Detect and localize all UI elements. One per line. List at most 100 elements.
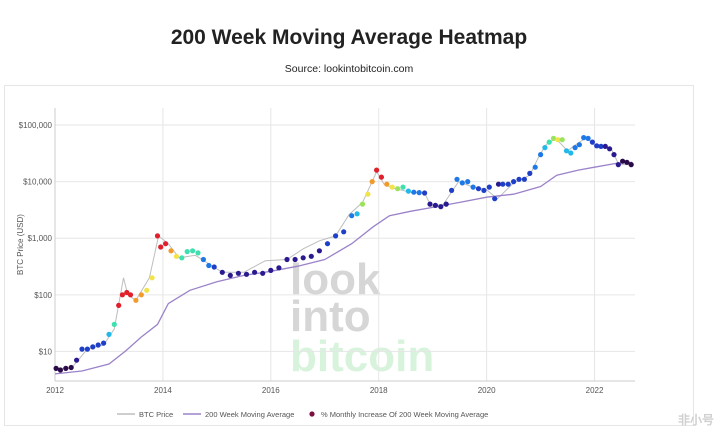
heatmap-dot [53,365,59,371]
legend-label-btc-price: BTC Price [139,410,173,419]
heatmap-dot [500,181,506,187]
heatmap-dot [542,145,548,151]
heatmap-dot [555,137,561,143]
x-tick-label: 2018 [370,386,388,395]
heatmap-dot [292,256,298,263]
heatmap-dot [68,364,74,371]
heatmap-dot [206,262,212,269]
watermark-into: into [290,292,371,341]
heatmap-dot [79,346,85,352]
heatmap-dot [316,248,322,254]
chart-panel: look into bitcoin $10 $100 $1,000 $10,000 $100,… [4,85,694,426]
heatmap-dot [308,253,314,259]
heatmap-dot [144,287,150,293]
heatmap-dot [454,176,460,182]
heatmap-dot [378,174,384,180]
heatmap-dot [116,302,122,308]
heatmap-dot [427,201,433,207]
heatmap-dot [405,188,411,194]
heatmap-dot [179,255,185,261]
y-tick-label: $1,000 [28,234,53,243]
y-tick-label: $10 [39,347,53,356]
heatmap-dot [432,202,438,208]
legend-label-monthly-increase: % Monthly Increase Of 200 Week Moving Av… [321,410,488,419]
heatmap-dot [495,181,502,187]
x-tick-label: 2014 [154,386,172,395]
heatmap-dot [505,181,511,187]
heatmap-dot [133,297,139,303]
heatmap-dot [532,164,538,170]
heatmap-dot [119,292,125,298]
legend-swatch-monthly-increase[interactable] [309,411,315,417]
heatmap-dot [369,179,375,185]
heatmap-dot [411,189,417,195]
heatmap-dot [163,241,169,247]
ma-200w-line [54,161,633,375]
heatmap-dot [563,148,570,154]
x-tick-label: 2016 [262,386,280,395]
y-tick-label: $100 [34,291,52,300]
heatmap-dot [324,241,331,247]
heatmap-dot [74,357,80,363]
heatmap-dot [527,170,533,176]
heatmap-chart: lookintobitcoin $10 $100 $1,000 $10,000 $100,… [16,108,635,419]
heatmap-dot [465,179,471,185]
heatmap-dot [365,191,371,197]
heatmap-dot [598,143,604,149]
heatmap-dot [154,233,161,239]
heatmap-dot [459,180,465,186]
heatmap-dot [589,139,596,145]
heatmap-dot [138,292,144,298]
heatmap-dot [594,143,600,149]
heatmap-dot [572,145,578,151]
heatmap-dot [349,213,355,219]
heatmap-dot [400,184,406,190]
heatmap-dot [124,289,130,296]
heatmap-dot [227,272,233,278]
heatmap-dot [492,196,498,202]
heatmap-dot [550,135,557,141]
heatmap-dot [57,367,64,373]
heatmap-dot [568,150,574,156]
heatmap-dot [602,143,608,149]
heatmap-dot [200,256,206,263]
heatmap-dot [158,244,164,250]
heatmap-dot [384,181,390,187]
heatmap-dot [516,176,522,182]
heatmap-dot [260,270,266,276]
heatmap-dot [84,346,90,352]
heatmap-dot [576,142,583,148]
heatmap-dot [422,190,428,196]
chart-source: Source: lookintobitcoin.com [284,63,414,75]
legend-label-ma: 200 Week Moving Average [205,410,294,419]
heatmap-dot [620,158,626,164]
heatmap-dot [443,201,449,207]
heatmap-dot [111,321,117,327]
heatmap-dot [354,211,360,217]
heatmap-dot [184,249,190,255]
heatmap-dot [195,250,201,256]
heatmap-dot [284,256,290,263]
heatmap-dot [300,255,306,261]
heatmap-dot [106,331,112,337]
heatmap-dot [173,253,179,259]
heatmap-dot [276,265,282,271]
corner-watermark: 非小号 [677,413,714,427]
heatmap-dot [149,275,155,281]
heatmap-dot [585,135,591,141]
heatmap-dot [559,137,565,143]
heatmap-dot [511,179,517,185]
heatmap-dot [90,344,96,350]
heatmap-dot [470,184,476,190]
heatmap-dot [63,365,69,371]
heatmap-dot [546,139,552,145]
heatmap-dot [538,152,544,158]
heatmap-dot [252,269,258,275]
heatmap-dot [268,267,274,273]
heatmap-dot [101,340,107,346]
heatmap-dot [615,162,621,168]
heatmap-dot [359,201,366,207]
x-tick-label: 2020 [478,386,496,395]
heatmap-dot [624,159,630,165]
heatmap-dot [395,186,401,192]
